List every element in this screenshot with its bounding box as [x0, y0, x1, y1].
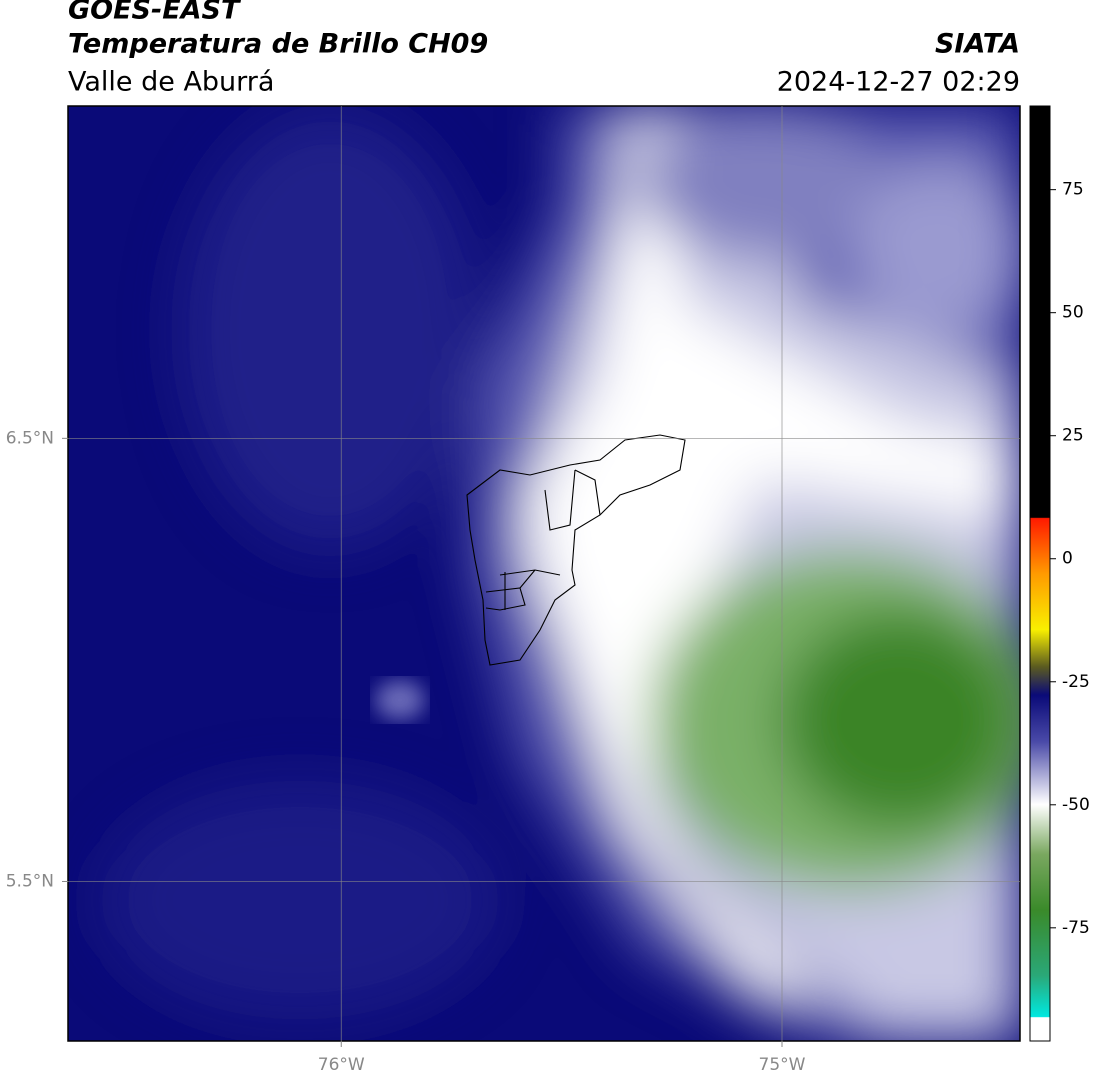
- brightness-field: [68, 106, 1020, 1041]
- x-tick-label: 75°W: [759, 1055, 806, 1075]
- datetime: 2024-12-27 02:29: [777, 67, 1020, 98]
- colorbar-tick-label: 75: [1062, 180, 1084, 200]
- colorbar-tick-label: -75: [1062, 918, 1090, 938]
- title: GOES-EAST: [68, 0, 242, 26]
- colorbar: [1029, 105, 1051, 1042]
- y-tick-label: 6.5°N: [6, 428, 54, 448]
- x-tick-label: 76°W: [318, 1055, 365, 1075]
- colorbar-tick-label: -50: [1062, 795, 1090, 815]
- municipal-boundaries: [466, 434, 686, 666]
- map-frame: [67, 105, 1021, 1042]
- subtitle: Temperatura de Brillo CH09: [68, 29, 488, 60]
- source: SIATA: [935, 29, 1020, 60]
- colorbar-tick-label: 0: [1062, 549, 1073, 569]
- colorbar-tick-label: 25: [1062, 426, 1084, 446]
- y-tick-label: 5.5°N: [6, 871, 54, 891]
- region: Valle de Aburrá: [68, 67, 274, 98]
- axes: 76°W 75°W 6.5°N 5.5°N 75 50 25 0 -25 -50 -75: [6, 106, 1090, 1075]
- colorbar-tick-label: 50: [1062, 303, 1084, 323]
- colorbar-tick-label: -25: [1062, 672, 1090, 692]
